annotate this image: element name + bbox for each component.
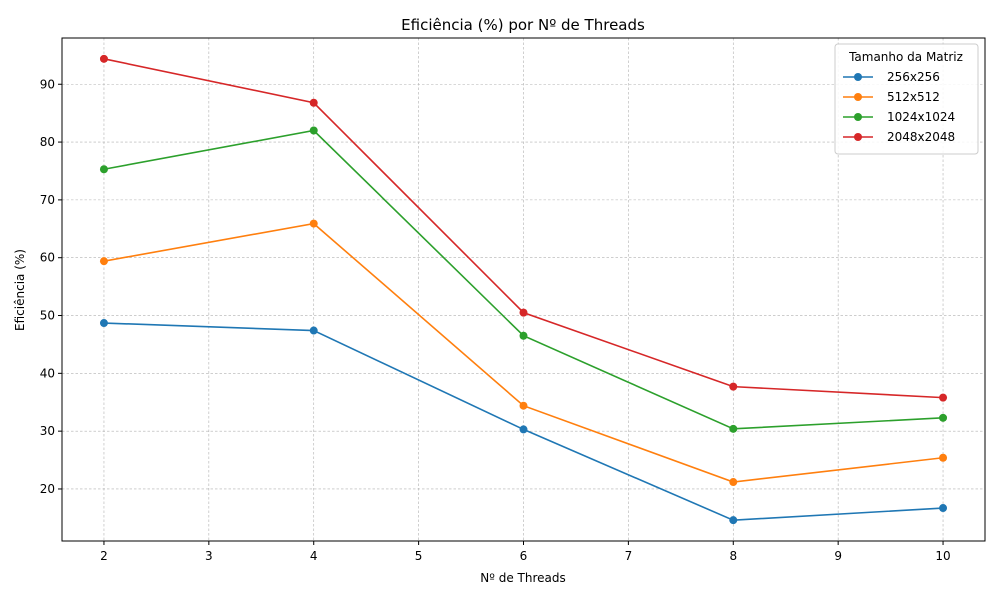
legend-label: 1024x1024	[887, 110, 955, 124]
data-point	[519, 425, 528, 434]
x-tick-label: 5	[415, 549, 423, 563]
y-tick-label: 80	[40, 135, 55, 149]
x-tick-label: 2	[100, 549, 108, 563]
legend-label: 256x256	[887, 70, 940, 84]
x-tick-label: 4	[310, 549, 318, 563]
series-layer	[99, 54, 948, 525]
x-tick-label: 7	[625, 549, 633, 563]
ticks: 2 3 4 5 6 7 8 9 10 20 30 40 50 60 70 80 90	[40, 77, 951, 563]
legend-label: 2048x2048	[887, 130, 955, 144]
series-1024x1024	[99, 126, 948, 433]
x-tick-label: 6	[520, 549, 528, 563]
series-512x512	[99, 219, 948, 487]
x-tick-label: 3	[205, 549, 213, 563]
y-tick-label: 40	[40, 366, 55, 380]
data-point	[99, 54, 108, 63]
data-point	[309, 219, 318, 228]
legend-swatch-marker	[854, 133, 862, 141]
legend-item: 512x512	[843, 90, 940, 104]
x-tick-label: 8	[729, 549, 737, 563]
legend-box	[834, 43, 979, 155]
data-point	[729, 516, 738, 525]
x-tick-label: 10	[935, 549, 950, 563]
series-2048x2048	[99, 54, 948, 402]
data-point	[939, 453, 948, 462]
x-axis-label: Nº de Threads	[480, 571, 565, 585]
y-tick-label: 50	[40, 309, 55, 323]
x-tick-label: 9	[834, 549, 842, 563]
data-point	[729, 424, 738, 433]
y-tick-label: 90	[40, 77, 55, 91]
data-point	[99, 257, 108, 266]
legend-item: 2048x2048	[843, 130, 955, 144]
data-point	[309, 326, 318, 335]
data-point	[519, 401, 528, 410]
data-point	[939, 504, 948, 513]
y-axis-label: Eficiência (%)	[13, 249, 27, 331]
chart-title: Eficiência (%) por Nº de Threads	[401, 16, 645, 34]
data-point	[939, 413, 948, 422]
data-point	[309, 126, 318, 135]
y-tick-label: 20	[40, 482, 55, 496]
data-point	[519, 308, 528, 317]
data-point	[729, 382, 738, 391]
legend-item: 1024x1024	[843, 110, 955, 124]
data-point	[309, 98, 318, 107]
data-point	[99, 165, 108, 174]
legend-title: Tamanho da Matriz	[848, 50, 963, 64]
y-tick-label: 30	[40, 424, 55, 438]
legend-items: 256x256 512x512 1024x1024 2048x2048	[843, 70, 955, 144]
data-point	[939, 393, 948, 402]
legend-swatch-marker	[854, 93, 862, 101]
y-tick-label: 70	[40, 193, 55, 207]
legend-label: 512x512	[887, 90, 940, 104]
legend-swatch-marker	[854, 73, 862, 81]
legend: Tamanho da Matriz 256x256 512x512 1024x102…	[834, 43, 979, 155]
data-point	[729, 478, 738, 487]
data-point	[99, 319, 108, 328]
data-point	[519, 331, 528, 340]
series-256x256	[99, 319, 948, 525]
y-tick-label: 60	[40, 251, 55, 265]
legend-swatch-marker	[854, 113, 862, 121]
legend-item: 256x256	[843, 70, 940, 84]
